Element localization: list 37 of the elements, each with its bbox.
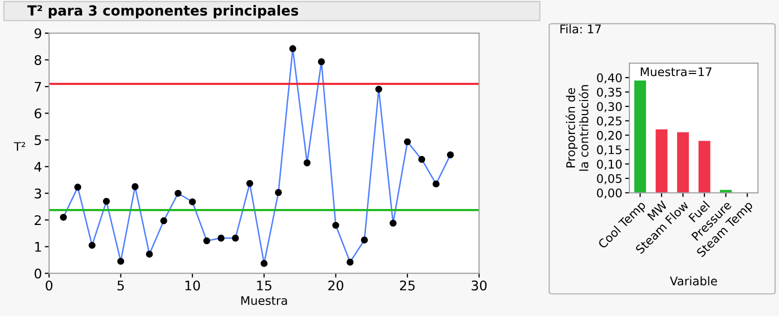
y-axis-title: Proporción de la contribución	[566, 85, 588, 171]
x-tick-label: 20	[328, 280, 344, 290]
y-tick-label: 0,20	[596, 130, 622, 142]
x-tick-label: 5	[118, 280, 124, 290]
y-tick-label: 0,25	[596, 116, 622, 127]
bar	[698, 140, 710, 193]
y-tick-label: 0,15	[596, 145, 622, 156]
y-axis-title: T²	[14, 142, 26, 151]
y-tick-label: 0,10	[596, 160, 622, 170]
x-axis-title: Variable	[670, 276, 717, 286]
chart-title: Fila: 17	[560, 24, 601, 34]
x-tick-label: 15	[257, 280, 272, 290]
annotation: Muestra=17	[640, 67, 712, 76]
x-axis-title: Muestra	[241, 296, 287, 305]
y-tick-label: 3	[34, 188, 42, 198]
bar	[677, 132, 689, 193]
chart-title: T² para 3 componentes principales	[27, 4, 298, 18]
y-tick-label: 0,00	[596, 188, 622, 199]
y-tick-label: 1	[35, 242, 41, 252]
y-tick-label: 9	[34, 28, 42, 38]
x-tick-label: 10	[185, 280, 200, 290]
x-tick-label: 25	[400, 280, 415, 290]
y-tick-label: 5	[34, 135, 41, 146]
y-tick-label: 2	[34, 215, 41, 225]
y-tick-label: 4	[34, 162, 42, 172]
y-tick-label: 0,30	[596, 102, 622, 112]
y-tick-label: 0,05	[596, 174, 622, 184]
y-tick-label: 0,40	[596, 73, 622, 84]
y-tick-label: 6	[34, 108, 42, 118]
x-tick-label: 30	[472, 280, 487, 290]
bar	[656, 129, 668, 193]
bar	[634, 80, 646, 193]
y-tick-label: 0	[34, 268, 42, 279]
y-tick-label: 7	[34, 82, 42, 92]
x-tick-label: 0	[46, 280, 52, 290]
y-tick-label: 0,35	[596, 88, 622, 98]
y-tick-label: 8	[34, 55, 42, 66]
